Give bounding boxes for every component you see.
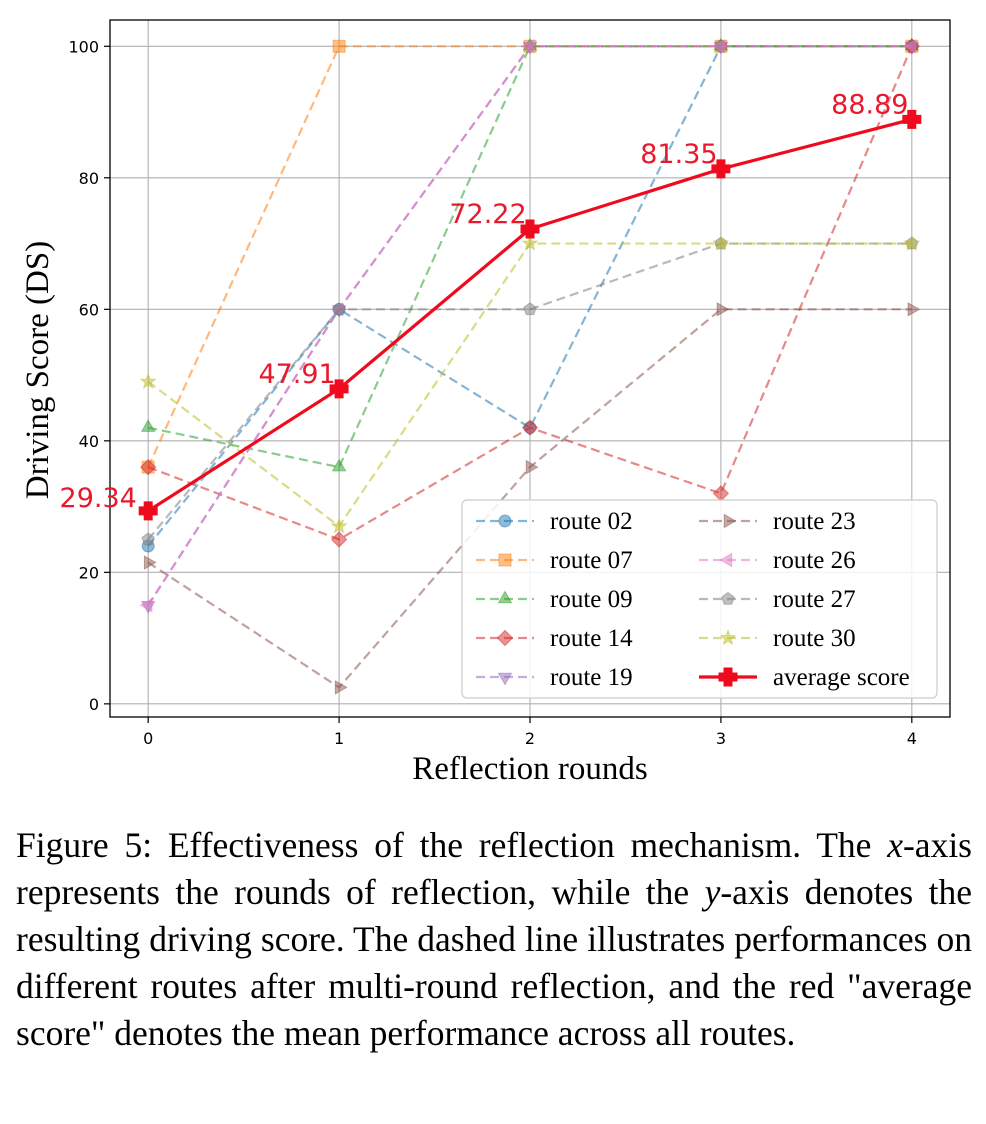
- data-point: [711, 159, 731, 179]
- data-point: [907, 301, 921, 317]
- legend-entry: route 26: [699, 547, 856, 574]
- series-line: [147, 242, 912, 541]
- data-label: 81.35: [640, 139, 717, 170]
- legend-entry: route 09: [476, 586, 633, 613]
- legend-entry: route 02: [476, 508, 633, 535]
- legend-label: route 07: [550, 547, 633, 574]
- series-route-23: [143, 301, 921, 695]
- series-line: [147, 45, 912, 468]
- legend-marker: [497, 590, 513, 604]
- data-point: [903, 234, 921, 251]
- legend-label: route 26: [773, 547, 856, 574]
- legend-marker: [497, 672, 513, 686]
- data-label: 72.22: [449, 199, 526, 230]
- series-route-14: [139, 38, 921, 548]
- data-label: 88.89: [831, 89, 908, 120]
- legend-label: route 02: [550, 508, 633, 535]
- data-point: [332, 302, 346, 316]
- data-label: 47.91: [258, 359, 335, 390]
- x-tick-label: 2: [525, 729, 535, 748]
- data-label: 29.34: [60, 483, 137, 514]
- caption-text-part3: -axis denotes the resulting driving scor…: [16, 872, 972, 1053]
- series-line: [147, 45, 912, 547]
- legend-marker: [721, 591, 735, 605]
- data-point: [521, 38, 535, 54]
- y-tick-label: 40: [79, 432, 99, 451]
- series-group: [138, 37, 922, 695]
- legend-entry: average score: [699, 664, 910, 691]
- series-average-score: [138, 109, 922, 521]
- legend-marker: [498, 553, 512, 567]
- y-tick-label: 80: [79, 169, 99, 188]
- data-point: [330, 531, 348, 548]
- caption-x-variable: x: [887, 825, 903, 865]
- data-point: [523, 302, 537, 316]
- legend-marker: [498, 514, 512, 528]
- data-point: [139, 372, 157, 389]
- series-route-30: [139, 234, 921, 534]
- caption-text-part1: Figure 5: Effectiveness of the reflectio…: [16, 825, 888, 865]
- data-point: [330, 517, 348, 534]
- data-point: [332, 39, 346, 53]
- legend-label: route 14: [550, 625, 633, 652]
- legend-marker: [723, 513, 737, 529]
- x-axis-label: Reflection rounds: [412, 751, 648, 787]
- data-point: [140, 419, 156, 432]
- data-point: [139, 458, 157, 476]
- legend-entry: route 19: [476, 664, 633, 691]
- data-point: [331, 458, 347, 472]
- y-tick-label: 20: [79, 563, 99, 582]
- data-point: [521, 234, 539, 251]
- figure-caption: Figure 5: Effectiveness of the reflectio…: [16, 822, 972, 1057]
- legend-marker: [719, 629, 737, 646]
- x-tick-label: 0: [143, 729, 153, 748]
- data-point: [520, 219, 540, 239]
- legend-label: route 27: [773, 586, 856, 613]
- legend: route 02 route 07 route 09 route 14 route 19…: [461, 499, 938, 699]
- data-point: [712, 38, 726, 54]
- caption-y-variable: y: [704, 872, 721, 912]
- legend-label: route 23: [773, 508, 856, 535]
- legend-marker: [719, 552, 733, 568]
- data-point: [139, 597, 153, 613]
- legend-entry: route 23: [699, 508, 856, 535]
- y-axis-label: Driving Score (DS): [20, 241, 56, 499]
- legend-entry: route 07: [476, 547, 633, 574]
- x-tick-label: 3: [716, 729, 726, 748]
- data-point: [902, 109, 922, 129]
- data-labels: 29.34 47.91 72.22 81.35 88.89: [60, 89, 909, 514]
- data-point: [141, 532, 155, 546]
- data-point: [521, 419, 539, 436]
- y-tick-label: 100: [68, 37, 99, 56]
- data-point: [716, 301, 730, 317]
- legend-entry: route 30: [699, 625, 856, 652]
- legend-marker: [718, 667, 738, 687]
- legend-label: average score: [773, 664, 910, 691]
- x-tick-label: 1: [334, 729, 344, 748]
- data-point: [712, 234, 730, 251]
- legend-label: route 30: [773, 625, 856, 652]
- data-point: [143, 555, 157, 570]
- legend-entry: route 14: [476, 625, 633, 652]
- legend-label: route 09: [550, 586, 633, 613]
- x-tick-label: 4: [907, 729, 917, 748]
- data-point: [334, 680, 348, 695]
- data-point: [138, 501, 158, 521]
- caption-text-part2: -axis represents the rounds of reflectio…: [16, 825, 972, 912]
- data-point: [525, 459, 539, 475]
- y-tick-label: 60: [79, 300, 99, 319]
- legend-marker: [496, 629, 514, 647]
- data-point: [329, 379, 349, 399]
- legend-entry: route 27: [699, 586, 856, 613]
- y-tick-label: 0: [89, 695, 99, 714]
- legend-label: route 19: [550, 664, 633, 691]
- data-point: [903, 38, 917, 54]
- data-point: [712, 485, 730, 502]
